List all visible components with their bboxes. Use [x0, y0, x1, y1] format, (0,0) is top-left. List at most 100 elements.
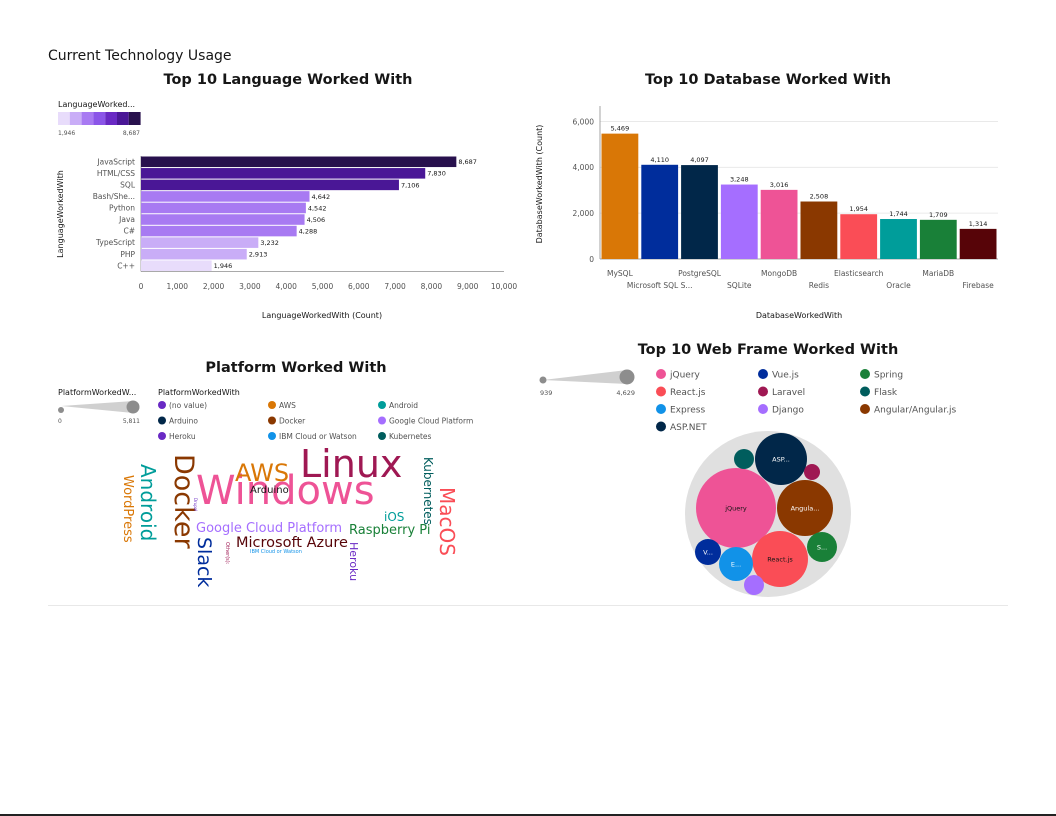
database-bar-sqlite	[720, 184, 758, 259]
webframe-bubble-chart: 939 4,629 jQuery Vue.js Spring React.js Larave…	[539, 369, 957, 597]
webframe-legend-dot-express	[656, 404, 666, 414]
section-divider	[48, 605, 1008, 606]
language-bar-java	[141, 214, 305, 225]
language-value-label: 3,232	[260, 239, 279, 247]
language-legend-min: 1,946	[58, 130, 75, 137]
language-bar-c	[141, 260, 212, 271]
webframe-legend-label: Flask	[874, 388, 898, 398]
database-category-label: Oracle	[886, 281, 911, 290]
language-bar-javascript	[141, 156, 457, 168]
database-category-label: Redis	[809, 281, 829, 290]
webframe-bubble-asp-net	[755, 433, 807, 485]
webframe-bubble-express	[719, 547, 753, 581]
platform-legend-label: IBM Cloud or Watson	[279, 432, 357, 441]
webframe-legend-dot-django	[758, 404, 768, 414]
database-bar-redis	[800, 201, 838, 259]
platform-size-legend-max: 5,811	[123, 418, 140, 425]
database-category-label: Microsoft SQL S...	[627, 281, 693, 290]
language-x-tick: 2,000	[203, 282, 225, 291]
language-x-tick: 3,000	[239, 282, 261, 291]
platform-legend-dot-arduino	[158, 416, 166, 425]
platform-word-drupal: Drupal	[193, 498, 198, 511]
database-value-label: 4,097	[690, 156, 709, 164]
language-legend-title: LanguageWorked...	[58, 100, 135, 109]
platform-word-macos: MacOS	[435, 487, 459, 556]
platform-word-microsoft-azure: Microsoft Azure	[236, 535, 348, 551]
language-x-tick: 1,000	[167, 282, 189, 291]
language-x-tick: 8,000	[421, 282, 443, 291]
platform-size-legend-min-dot	[58, 407, 64, 413]
language-y-axis-label: LanguageWorkedWith	[56, 170, 65, 258]
language-x-tick: 5,000	[312, 282, 334, 291]
platform-word-cloud: PlatformWorkedW... 0 5,811 PlatformWorkedWi…	[58, 388, 473, 587]
webframe-legend-dot-asp-net	[656, 421, 666, 432]
language-category-label: C++	[117, 261, 135, 270]
language-legend-swatch	[128, 112, 141, 125]
language-category-label: Bash/She...	[93, 192, 135, 201]
webframe-legend-label: Express	[670, 406, 705, 416]
page-title: Current Technology Usage	[48, 48, 232, 64]
database-value-label: 3,016	[770, 181, 789, 189]
webframe-legend-label: Spring	[874, 371, 903, 381]
webframe-legend-label: Laravel	[772, 388, 805, 398]
platform-size-legend-max-dot	[126, 400, 140, 414]
platform-legend-label: Heroku	[169, 432, 196, 441]
language-category-label: C#	[123, 227, 135, 236]
language-x-tick: 7,000	[384, 282, 406, 291]
language-bar-bash-she	[141, 191, 310, 202]
platform-word-windows: Windows	[196, 468, 375, 514]
database-category-label: Elasticsearch	[834, 269, 884, 278]
language-value-label: 8,687	[458, 158, 477, 166]
platform-word-docker: Docker	[168, 454, 199, 549]
platform-word-ibm-cloud-or-watson: IBM Cloud or Watson	[250, 549, 302, 555]
platform-legend-label: Arduino	[169, 416, 198, 425]
platform-legend-dot-heroku	[158, 432, 166, 440]
webframe-size-legend-min: 939	[540, 389, 552, 397]
webframe-bubble-flask	[734, 449, 754, 469]
webframe-size-legend-max: 4,629	[616, 389, 635, 397]
platform-legend-dot-ibm-cloud-or-watson	[268, 432, 276, 440]
database-category-label: MongoDB	[761, 269, 797, 278]
platform-legend-label: AWS	[279, 401, 296, 410]
database-bar-chart: 0 2,000 4,000 6,000 5,469 MySQL 4,110 Microsoft…	[535, 106, 998, 320]
webframe-size-legend-wedge	[543, 370, 634, 384]
platform-word-heroku: Heroku	[347, 542, 360, 581]
platform-word-google-cloud-platform: Google Cloud Platform	[196, 521, 342, 536]
webframe-bubble-label: Angula...	[791, 505, 820, 513]
database-category-label: MariaDB	[922, 269, 954, 278]
database-y-axis-label: DatabaseWorkedWith (Count)	[535, 125, 544, 244]
platform-chart-title: Platform Worked With	[205, 360, 387, 376]
webframe-legend-dot-angular-angular-js	[860, 404, 870, 414]
database-bar-firebase	[959, 228, 997, 259]
language-value-label: 7,830	[427, 170, 446, 178]
webframe-chart-title: Top 10 Web Frame Worked With	[637, 342, 899, 358]
webframe-bubble-label: ASP...	[772, 456, 790, 464]
language-legend-swatch	[69, 112, 82, 125]
language-x-tick: 0	[139, 282, 144, 291]
platform-legend-dot-aws	[268, 401, 276, 409]
database-value-label: 2,508	[810, 193, 829, 201]
webframe-legend-label: Vue.js	[772, 371, 799, 381]
language-value-label: 4,506	[307, 216, 326, 224]
platform-legend-label: Google Cloud Platform	[389, 416, 473, 425]
webframe-bubble-vue-js	[695, 539, 721, 565]
platform-size-legend-min: 0	[58, 418, 62, 425]
platform-word-slack: Slack	[193, 537, 215, 587]
webframe-legend-dot-spring	[860, 369, 870, 379]
platform-legend-label: Docker	[279, 416, 306, 425]
database-bar-postgresql	[681, 165, 718, 259]
platform-color-legend-title: PlatformWorkedWith	[158, 388, 240, 397]
platform-word-android: Android	[136, 464, 160, 541]
language-legend-max: 8,687	[123, 130, 140, 137]
language-category-label: TypeScript	[95, 238, 135, 247]
platform-legend-dot-google-cloud-platform	[378, 416, 386, 425]
webframe-bubble-label: S...	[817, 544, 827, 552]
platform-word-kubernetes: Kubernetes	[421, 457, 435, 525]
language-bar-php	[141, 248, 247, 260]
database-value-label: 4,110	[650, 156, 669, 164]
database-bar-mongodb	[760, 189, 798, 259]
platform-size-legend-wedge	[61, 401, 139, 413]
platform-legend-label: Kubernetes	[389, 432, 432, 441]
webframe-legend-label: ASP.NET	[670, 423, 707, 433]
